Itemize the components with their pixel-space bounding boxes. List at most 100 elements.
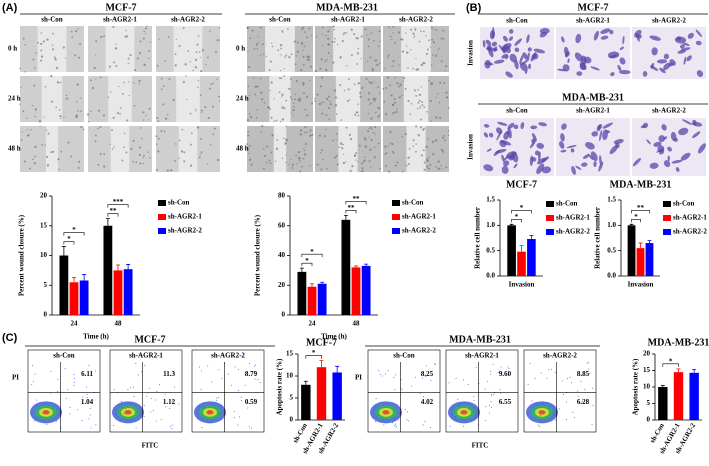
cell xyxy=(299,129,303,132)
event xyxy=(247,407,249,409)
event xyxy=(383,424,385,426)
y-tick-label: 5 xyxy=(647,399,651,407)
cell xyxy=(55,66,59,70)
cell xyxy=(529,140,536,149)
legend-swatch xyxy=(546,229,554,235)
cell xyxy=(388,170,391,173)
cell xyxy=(256,48,258,50)
y-axis-label: Percent wound closure (%) xyxy=(254,214,262,296)
cell xyxy=(663,62,671,71)
cell xyxy=(336,163,339,166)
cell xyxy=(531,156,537,162)
event xyxy=(407,411,409,413)
cell xyxy=(400,38,402,41)
cell xyxy=(349,169,352,172)
cell xyxy=(413,35,416,37)
cell xyxy=(260,91,263,94)
event xyxy=(573,416,575,418)
cell xyxy=(157,137,160,140)
cell xyxy=(33,84,36,87)
cell xyxy=(218,95,220,98)
cell xyxy=(401,135,403,138)
cell xyxy=(407,67,409,69)
cell xyxy=(158,38,160,40)
cell xyxy=(305,108,307,111)
event xyxy=(238,390,240,392)
cell xyxy=(79,43,82,46)
event xyxy=(539,404,541,406)
cell xyxy=(295,79,298,83)
cell xyxy=(363,156,366,158)
cell xyxy=(358,144,361,147)
event xyxy=(473,411,475,413)
column-label: sh-Con xyxy=(41,16,63,24)
wound-gap xyxy=(335,76,361,122)
cell xyxy=(332,25,335,28)
cell xyxy=(281,93,284,96)
cell xyxy=(340,143,343,145)
cell xyxy=(370,166,372,168)
cell xyxy=(304,126,307,129)
column-label: sh-Con xyxy=(269,16,291,24)
event xyxy=(490,401,492,403)
cell xyxy=(146,25,148,27)
cell xyxy=(247,134,250,137)
cell xyxy=(491,41,498,47)
event xyxy=(218,413,220,415)
cell xyxy=(396,161,399,164)
event xyxy=(200,388,202,390)
error-bar xyxy=(509,223,514,226)
cell xyxy=(299,133,302,136)
cell xyxy=(508,36,514,41)
cell xyxy=(435,116,438,119)
cell xyxy=(142,119,145,121)
bar xyxy=(332,372,342,420)
cell xyxy=(364,138,367,141)
bar xyxy=(79,280,89,315)
cell xyxy=(392,103,395,106)
cell xyxy=(162,103,165,106)
cell xyxy=(302,50,304,52)
cell xyxy=(687,32,694,39)
cell xyxy=(260,26,263,29)
cell xyxy=(123,146,125,148)
cell xyxy=(440,148,443,151)
chart-title: MDA-MB-231 xyxy=(610,179,672,190)
cell xyxy=(334,156,337,159)
cell xyxy=(164,60,166,62)
error-bar xyxy=(354,265,358,268)
chart-title: MDA-MB-231 xyxy=(648,337,709,348)
y-tick-label: 10 xyxy=(643,383,651,391)
cell xyxy=(527,47,532,52)
cell xyxy=(311,102,314,105)
cell xyxy=(581,55,587,65)
cell xyxy=(190,143,192,146)
bar xyxy=(658,387,668,420)
cell xyxy=(107,96,110,98)
cell xyxy=(321,44,324,47)
cell xyxy=(385,86,388,89)
cell xyxy=(270,151,273,154)
event xyxy=(57,378,59,380)
event xyxy=(248,426,250,428)
cell xyxy=(45,129,48,131)
quadrant-value: 8.25 xyxy=(421,370,434,378)
cell xyxy=(175,38,177,40)
cell xyxy=(52,150,55,153)
cell xyxy=(304,131,306,134)
cell xyxy=(142,156,145,159)
cell xyxy=(290,53,293,56)
cell xyxy=(116,112,119,115)
row-label: 24 h xyxy=(236,95,249,103)
cell xyxy=(427,79,430,82)
cell xyxy=(260,131,263,133)
cell xyxy=(376,63,379,67)
cell xyxy=(210,83,212,86)
cell xyxy=(682,119,693,125)
cell xyxy=(522,52,528,60)
legend-swatch xyxy=(392,228,400,234)
cell xyxy=(538,122,547,127)
cell xyxy=(334,96,338,99)
event xyxy=(487,380,489,382)
cell xyxy=(374,133,376,135)
